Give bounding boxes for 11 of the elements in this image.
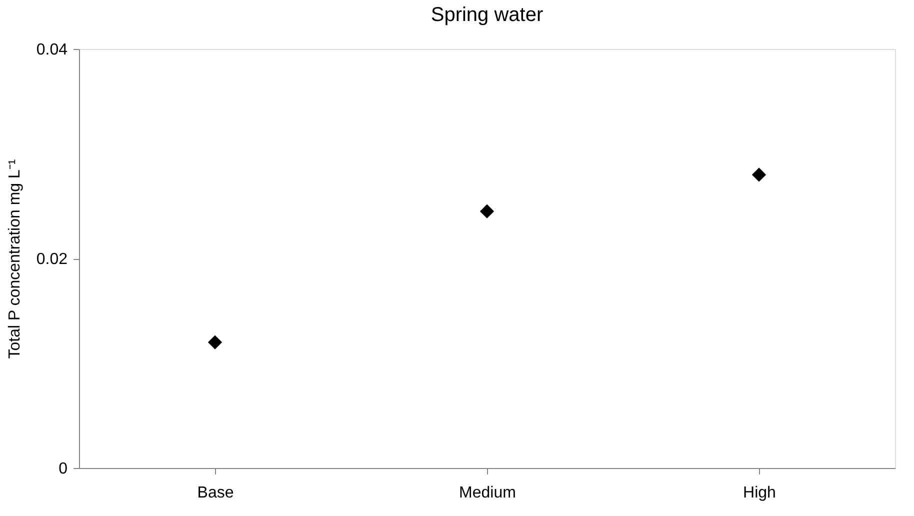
x-tick-label: Medium <box>459 484 516 502</box>
y-tick-label: 0 <box>58 460 68 478</box>
chart-title: Spring water <box>430 4 544 26</box>
y-axis-title: Total P concentration mg L⁻¹ <box>6 159 24 359</box>
point <box>208 335 222 350</box>
point <box>752 168 766 182</box>
y-tick-label: 0.02 <box>36 251 68 268</box>
y-tick-label: 0.04 <box>36 42 68 58</box>
point <box>480 204 494 218</box>
x-tick-label: Base <box>197 484 234 502</box>
x-tick-label: High <box>743 484 776 502</box>
